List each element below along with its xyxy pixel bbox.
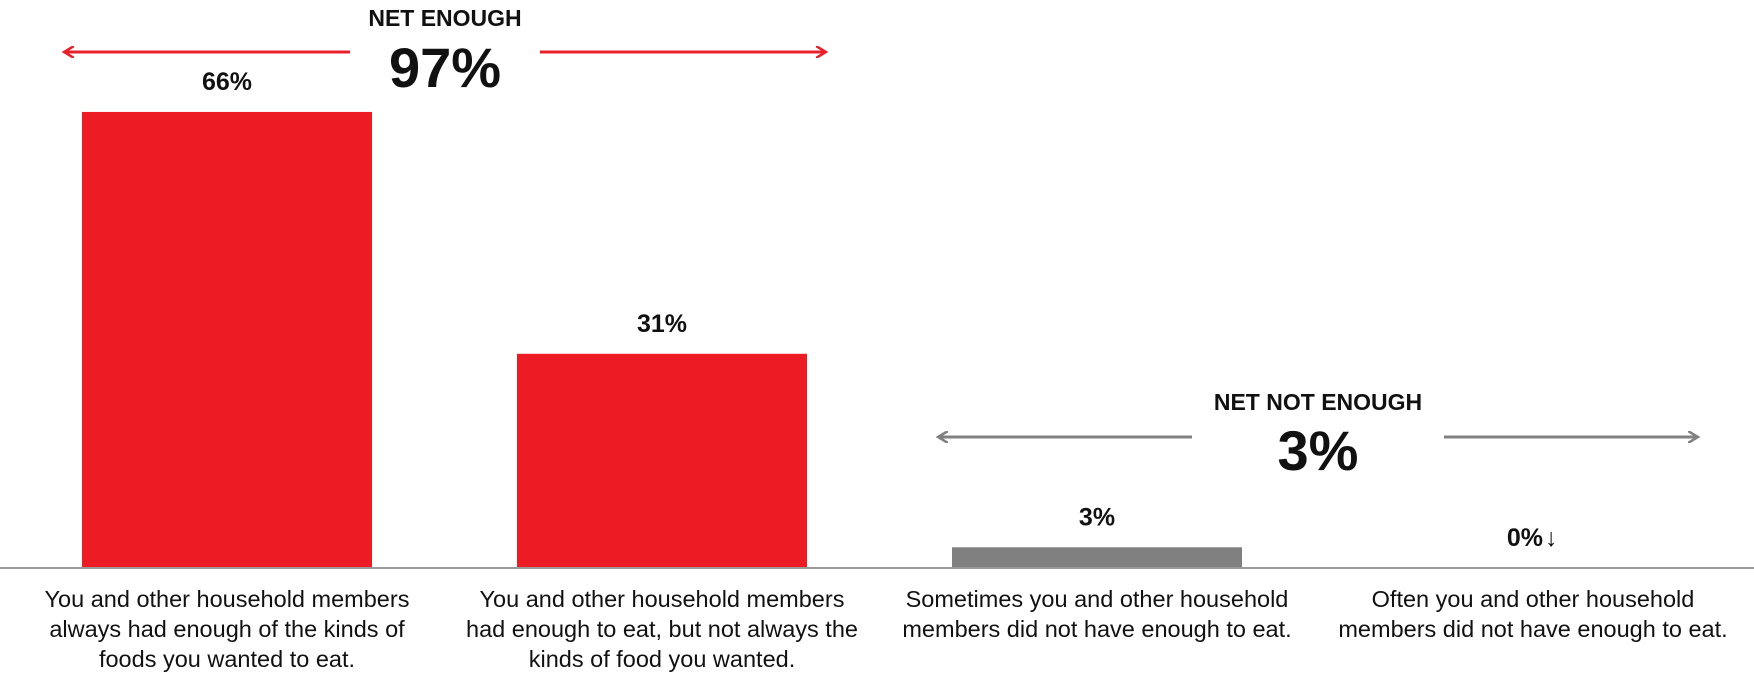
category-label-always-enough: You and other household members always h… [44, 586, 410, 672]
value-label-enough-not-kinds: 31% [637, 310, 687, 338]
bar-enough-not-kinds [517, 353, 807, 568]
category-label-often-not-enough: Often you and other household members di… [1338, 586, 1728, 642]
net-not-enough-value: 3% [1278, 419, 1359, 482]
category-label-sometimes-not-enough: Sometimes you and other household member… [902, 586, 1292, 642]
value-label-sometimes-not-enough: 3% [1079, 503, 1115, 531]
value-label-always-enough: 66% [202, 68, 252, 96]
net-not-enough-title: NET NOT ENOUGH [1214, 389, 1422, 415]
value-label-often-not-enough: 0% [1507, 524, 1543, 552]
down-arrow-icon: ↓ [1545, 524, 1558, 552]
category-label-enough-not-kinds: You and other household members had enou… [466, 586, 858, 672]
bar-sometimes-not-enough [952, 547, 1242, 568]
net-enough-title: NET ENOUGH [368, 5, 521, 31]
net-enough-value: 97% [389, 36, 501, 99]
bar-always-enough [82, 111, 372, 568]
